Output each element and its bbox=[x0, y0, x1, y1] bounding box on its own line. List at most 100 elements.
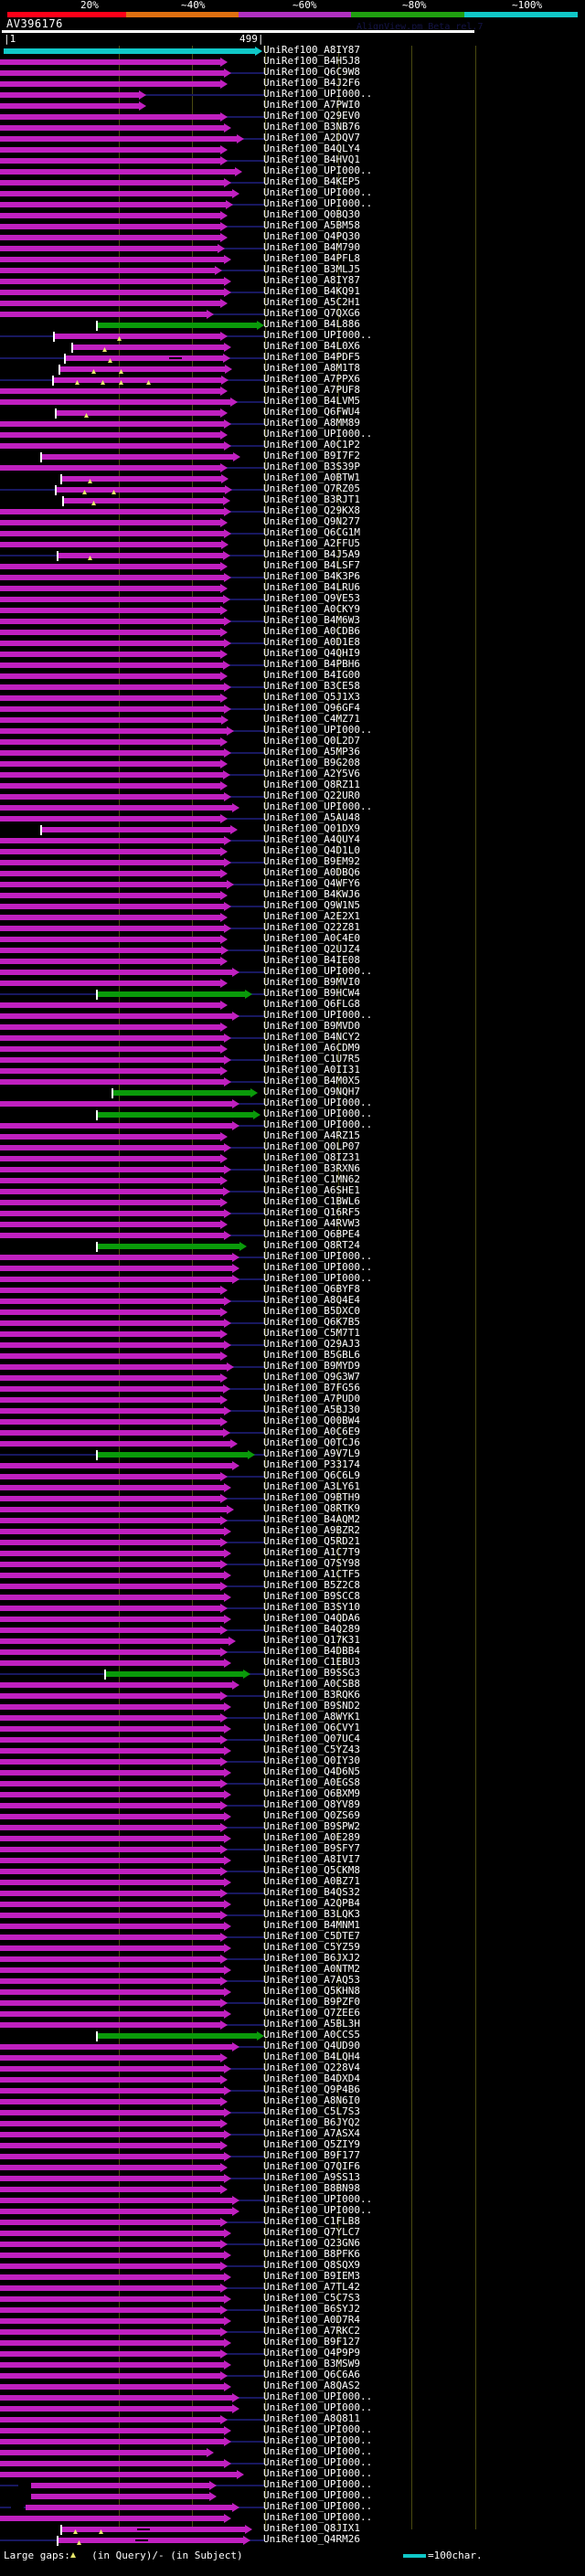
hit-label[interactable]: UniRef100_A0CDB6 bbox=[263, 625, 360, 637]
hit-label[interactable]: UniRef100_C4MZ71 bbox=[263, 713, 360, 725]
alignment-row[interactable]: UniRef100_B9F177 bbox=[0, 2150, 585, 2162]
alignment-row[interactable]: UniRef100_B9G208 bbox=[0, 758, 585, 769]
alignment-row[interactable]: UniRef100_B5DXC0 bbox=[0, 1306, 585, 1318]
hit-label[interactable]: UniRef100_A8MM89 bbox=[263, 417, 360, 429]
hsp-bar[interactable] bbox=[0, 191, 232, 196]
hsp-bar[interactable] bbox=[0, 1145, 224, 1150]
alignment-row[interactable]: UniRef100_UPI000.. bbox=[0, 88, 585, 101]
hit-label[interactable]: UniRef100_B9SFY7 bbox=[263, 1842, 360, 1854]
hit-label[interactable]: UniRef100_B4IG00 bbox=[263, 669, 360, 681]
alignment-row[interactable]: UniRef100_Q7ZEE6 bbox=[0, 2008, 585, 2019]
hsp-bar[interactable] bbox=[0, 1463, 232, 1468]
hsp-bar[interactable] bbox=[0, 1956, 220, 1962]
alignment-row[interactable]: UniRef100_Q01DX9 bbox=[0, 823, 585, 835]
hit-label[interactable]: UniRef100_Q9VE53 bbox=[263, 592, 360, 604]
hit-label[interactable]: UniRef100_UPI000.. bbox=[263, 965, 373, 977]
hit-label[interactable]: UniRef100_Q29EV0 bbox=[263, 110, 360, 122]
hit-label[interactable]: UniRef100_Q5J1X3 bbox=[263, 691, 360, 703]
hsp-bar[interactable] bbox=[64, 498, 223, 504]
hsp-bar[interactable] bbox=[0, 92, 139, 98]
hit-label[interactable]: UniRef100_A0C4E0 bbox=[263, 932, 360, 944]
hsp-bar[interactable] bbox=[0, 1211, 224, 1216]
hsp-bar[interactable] bbox=[0, 257, 224, 262]
hsp-bar[interactable] bbox=[0, 2395, 232, 2401]
alignment-row[interactable]: UniRef100_Q23GN6 bbox=[0, 2237, 585, 2250]
hsp-bar[interactable] bbox=[0, 1638, 229, 1644]
hsp-bar[interactable] bbox=[0, 1255, 232, 1260]
hsp-bar[interactable] bbox=[0, 1704, 224, 1710]
alignment-row[interactable]: UniRef100_P33174 bbox=[0, 1459, 585, 1471]
alignment-row[interactable]: UniRef100_B4PDF5 bbox=[0, 352, 585, 364]
alignment-row[interactable]: UniRef100_B9F127 bbox=[0, 2337, 585, 2348]
hsp-bar[interactable] bbox=[0, 2296, 224, 2302]
hsp-bar[interactable] bbox=[0, 2461, 224, 2466]
alignment-row[interactable]: UniRef100_Q0IY30 bbox=[0, 1755, 585, 1767]
alignment-row[interactable]: UniRef100_B5GBL6 bbox=[0, 1350, 585, 1362]
hit-label[interactable]: UniRef100_C5L7S3 bbox=[263, 2105, 360, 2117]
alignment-row[interactable]: UniRef100_A7PPX6 bbox=[0, 374, 585, 386]
hsp-bar[interactable] bbox=[0, 2176, 224, 2181]
hit-label[interactable]: UniRef100_Q4QDA6 bbox=[263, 1612, 360, 1624]
hsp-bar[interactable] bbox=[0, 1299, 224, 1304]
hit-label[interactable]: UniRef100_B4DXD4 bbox=[263, 2072, 360, 2084]
alignment-row[interactable]: UniRef100_A8N6I0 bbox=[0, 2095, 585, 2107]
hsp-bar[interactable] bbox=[0, 399, 230, 405]
hsp-bar[interactable] bbox=[0, 1551, 224, 1556]
hsp-bar[interactable] bbox=[0, 1825, 220, 1830]
hit-label[interactable]: UniRef100_Q0L2D7 bbox=[263, 735, 360, 747]
hit-label[interactable]: UniRef100_Q23GN6 bbox=[263, 2237, 360, 2249]
hsp-bar[interactable] bbox=[0, 564, 220, 569]
alignment-row[interactable]: UniRef100_Q8SQX9 bbox=[0, 2260, 585, 2272]
hsp-bar[interactable] bbox=[0, 2011, 224, 2017]
alignment-row[interactable]: UniRef100_Q4D1L0 bbox=[0, 845, 585, 857]
hsp-bar[interactable] bbox=[0, 1331, 220, 1337]
alignment-row[interactable]: UniRef100_Q5ZIY9 bbox=[0, 2139, 585, 2151]
hit-label[interactable]: UniRef100_A8QAS2 bbox=[263, 2380, 360, 2391]
alignment-row[interactable]: UniRef100_A0CDB6 bbox=[0, 625, 585, 638]
alignment-row[interactable]: UniRef100_Q0ZS69 bbox=[0, 1810, 585, 1822]
hit-label[interactable]: UniRef100_B4LRU6 bbox=[263, 581, 360, 593]
alignment-row[interactable]: UniRef100_UPI000.. bbox=[0, 187, 585, 199]
alignment-row[interactable]: UniRef100_Q9VE53 bbox=[0, 592, 585, 605]
hit-label[interactable]: UniRef100_A2E2X1 bbox=[263, 910, 360, 922]
hit-label[interactable]: UniRef100_A2Y5V6 bbox=[263, 768, 360, 779]
hit-label[interactable]: UniRef100_A0DBQ6 bbox=[263, 866, 360, 878]
hit-label[interactable]: UniRef100_B9PZF0 bbox=[263, 1996, 360, 2008]
alignment-row[interactable]: UniRef100_A7AQ53 bbox=[0, 1975, 585, 1987]
hsp-bar[interactable] bbox=[0, 2154, 224, 2159]
hsp-bar[interactable] bbox=[0, 1200, 220, 1205]
hsp-bar[interactable] bbox=[0, 2362, 224, 2368]
alignment-row[interactable]: UniRef100_A9BZR2 bbox=[0, 1525, 585, 1537]
alignment-row[interactable]: UniRef100_B4M790 bbox=[0, 242, 585, 254]
hsp-bar[interactable] bbox=[0, 2406, 232, 2412]
hsp-bar[interactable] bbox=[0, 136, 237, 142]
hsp-bar[interactable] bbox=[0, 1156, 220, 1161]
hit-label[interactable]: UniRef100_B4J5A9 bbox=[263, 548, 360, 560]
hsp-bar[interactable] bbox=[4, 48, 255, 54]
hsp-bar[interactable] bbox=[0, 2516, 224, 2521]
alignment-row[interactable]: UniRef100_UPI000.. bbox=[0, 725, 585, 737]
alignment-row[interactable]: UniRef100_C4MZ71 bbox=[0, 713, 585, 726]
hit-label[interactable]: UniRef100_B6JXJ2 bbox=[263, 1952, 360, 1964]
alignment-row[interactable]: UniRef100_Q5CKM8 bbox=[0, 1865, 585, 1877]
hsp-bar[interactable] bbox=[0, 520, 220, 525]
hit-label[interactable]: UniRef100_Q6FLG8 bbox=[263, 998, 360, 1010]
alignment-row[interactable]: UniRef100_UPI000.. bbox=[0, 1010, 585, 1022]
hsp-bar[interactable] bbox=[0, 1748, 224, 1754]
hit-label[interactable]: UniRef100_Q17K31 bbox=[263, 1634, 360, 1646]
hit-label[interactable]: UniRef100_C5C7S3 bbox=[263, 2292, 360, 2304]
alignment-row[interactable]: UniRef100_UPI000.. bbox=[0, 1119, 585, 1131]
alignment-row[interactable]: UniRef100_A8IVI7 bbox=[0, 1854, 585, 1866]
hsp-bar[interactable] bbox=[0, 1584, 220, 1589]
alignment-row[interactable]: UniRef100_Q4UD90 bbox=[0, 2041, 585, 2052]
hsp-bar[interactable] bbox=[0, 1781, 220, 1786]
alignment-row[interactable]: UniRef100_Q6BYF8 bbox=[0, 1284, 585, 1296]
hit-label[interactable]: UniRef100_A0E289 bbox=[263, 1831, 360, 1843]
alignment-row[interactable]: UniRef100_B4L0X6 bbox=[0, 341, 585, 353]
hit-label[interactable]: UniRef100_UPI000.. bbox=[263, 1108, 373, 1119]
hit-label[interactable]: UniRef100_UPI000.. bbox=[263, 88, 373, 100]
hit-label[interactable]: UniRef100_A8Q811 bbox=[263, 2412, 360, 2424]
alignment-row[interactable]: UniRef100_Q22UR0 bbox=[0, 790, 585, 802]
hit-label[interactable]: UniRef100_Q4D6N5 bbox=[263, 1765, 360, 1777]
alignment-row[interactable]: UniRef100_A4RVW3 bbox=[0, 1218, 585, 1230]
